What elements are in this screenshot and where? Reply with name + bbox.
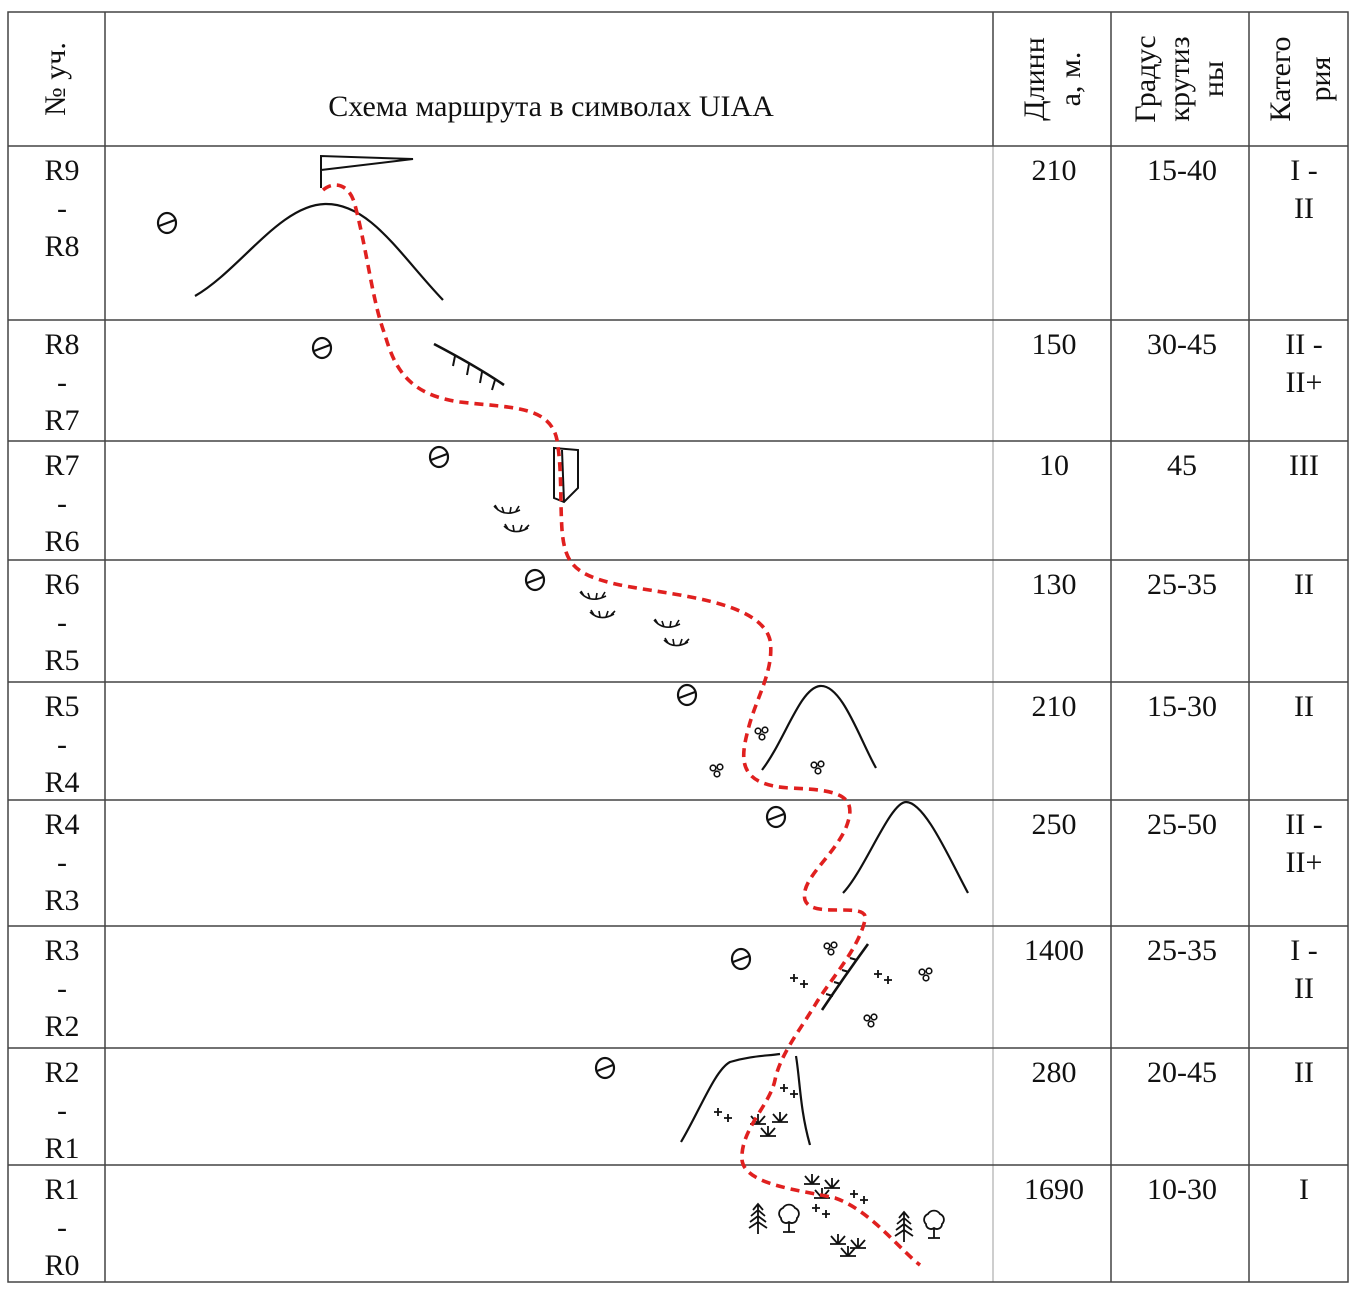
row-grade: 25-35 — [1147, 568, 1217, 601]
row-to: R0 — [44, 1249, 80, 1282]
row-dash: - — [57, 1094, 67, 1127]
row-from: R8 — [44, 328, 80, 361]
row-dash: - — [57, 606, 67, 639]
row-from: R7 — [44, 449, 80, 482]
row-from: R9 — [44, 154, 80, 187]
row-to: R7 — [44, 404, 80, 437]
row-to: R8 — [44, 230, 80, 263]
row-from: R4 — [44, 808, 80, 841]
row-from: R1 — [44, 1173, 80, 1206]
row-category-line2: II — [1294, 192, 1314, 225]
row-from: R3 — [44, 934, 80, 967]
row-length: 150 — [1031, 328, 1077, 361]
row-grade: 15-30 — [1147, 690, 1217, 723]
row-to: R3 — [44, 884, 80, 917]
ridge-icon — [761, 684, 877, 771]
row-category-line2: II+ — [1285, 366, 1323, 399]
ridge-icon — [794, 1055, 812, 1146]
row-category-line1: II — [1294, 1056, 1314, 1089]
row-grade: 20-45 — [1147, 1056, 1217, 1089]
row-length: 1690 — [1024, 1173, 1084, 1206]
row-to: R2 — [44, 1010, 80, 1043]
row-length: 10 — [1039, 449, 1069, 482]
row-category-line2: II+ — [1285, 846, 1323, 879]
ridge-icon — [680, 1052, 781, 1143]
row-dash: - — [57, 192, 67, 225]
row-category-line2: II — [1294, 972, 1314, 1005]
row-dash: - — [57, 1211, 67, 1244]
row-grade: 25-50 — [1147, 808, 1217, 841]
row-grade: 45 — [1167, 449, 1197, 482]
row-dash: - — [57, 972, 67, 1005]
row-grade: 25-35 — [1147, 934, 1217, 967]
row-from: R5 — [44, 690, 80, 723]
header-scheme: Схема маршрута в символах UIAA — [328, 90, 774, 123]
rock-band-icon — [820, 943, 870, 1011]
row-category-line1: II - — [1285, 808, 1323, 841]
chimney-icon — [553, 446, 579, 504]
rock-band-icon — [433, 342, 505, 391]
row-grade: 10-30 — [1147, 1173, 1217, 1206]
row-dash: - — [57, 366, 67, 399]
row-dash: - — [57, 728, 67, 761]
row-category-line1: II - — [1285, 328, 1323, 361]
row-length: 210 — [1031, 690, 1077, 723]
row-grade: 15-40 — [1147, 154, 1217, 187]
row-from: R6 — [44, 568, 80, 601]
row-dash: - — [57, 487, 67, 520]
row-to: R4 — [44, 766, 80, 799]
ridge-icon — [842, 800, 969, 894]
row-dash: - — [57, 846, 67, 879]
row-from: R2 — [44, 1056, 80, 1089]
route-line — [321, 183, 922, 1267]
row-to: R1 — [44, 1132, 80, 1165]
row-length: 130 — [1031, 568, 1077, 601]
row-to: R6 — [44, 525, 80, 558]
row-category-line1: II — [1294, 690, 1314, 723]
row-category-line1: I - — [1290, 154, 1318, 187]
summit-flag-icon — [320, 154, 414, 188]
row-length: 280 — [1031, 1056, 1077, 1089]
row-length: 1400 — [1024, 934, 1084, 967]
row-category-line1: I — [1299, 1173, 1309, 1206]
row-category-line1: I - — [1290, 934, 1318, 967]
row-to: R5 — [44, 644, 80, 677]
row-grade: 30-45 — [1147, 328, 1217, 361]
row-category-line1: II — [1294, 568, 1314, 601]
row-length: 210 — [1031, 154, 1077, 187]
ridge-icon — [194, 202, 444, 301]
row-length: 250 — [1031, 808, 1077, 841]
row-category-line1: III — [1289, 449, 1319, 482]
